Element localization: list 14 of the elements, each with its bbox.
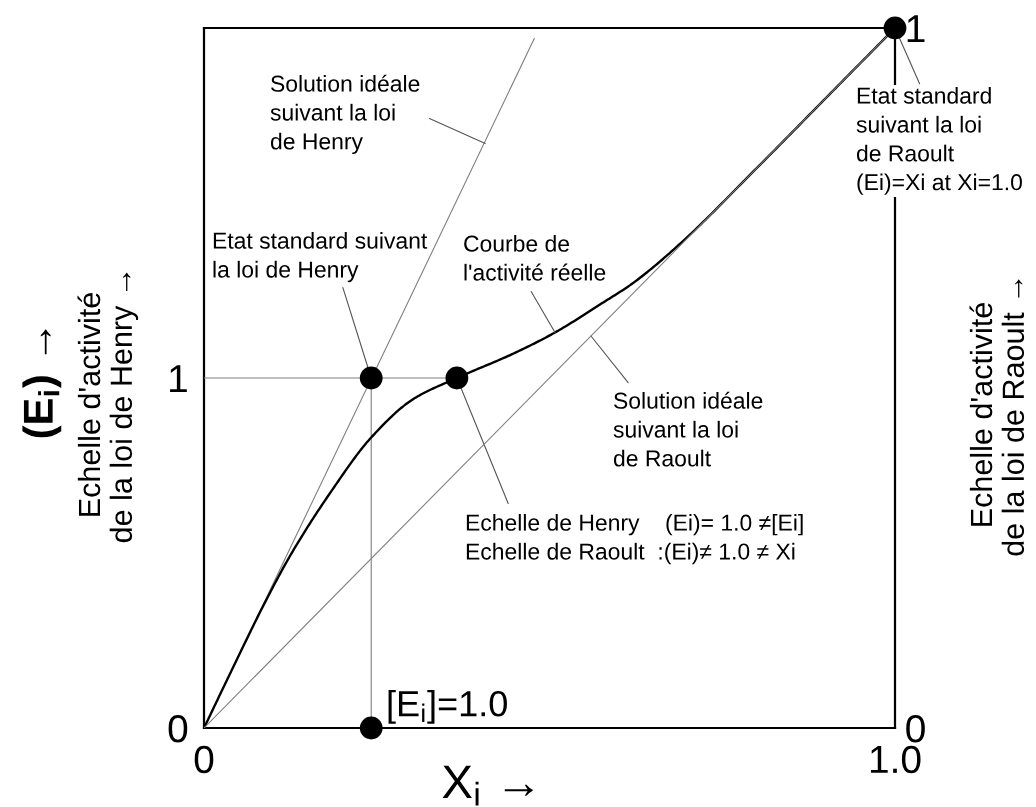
annotation: Echelle de Henry (Ei)= 1.0 ≠[Ei] Echelle de Raoult :(Ei)≠ 1.0 ≠ Xi	[466, 514, 803, 565]
annotation: Etat standard suivant la loi de Raoult (Ei)=Xi at Xi=1.0	[856, 87, 1022, 195]
y-axis-title: Echelle d'activité de la loi de Henry →	[77, 272, 139, 543]
text: (E$_{i}$) →	[22, 329, 62, 438]
annotation: Courbe de l'activité réelle	[464, 235, 606, 281]
y2-tick-label: 0	[906, 714, 925, 743]
annotation: [E$_{i}$]=1.0	[388, 690, 507, 724]
x-tick-label: 1.0	[870, 745, 921, 774]
annotation: Solution idéale suivant la loi de Raoult	[613, 391, 763, 467]
x-axis-title: X$_{i}$ →	[442, 765, 533, 806]
annotation: Solution idéale suivant la loi de Henry	[270, 74, 420, 155]
y2-axis-title: Echelle d'activité de la loi de Raoult →	[969, 279, 1025, 556]
annotation: Etat standard suivant la loi de Henry	[213, 232, 428, 283]
y2-tick-label: 1	[907, 15, 925, 43]
